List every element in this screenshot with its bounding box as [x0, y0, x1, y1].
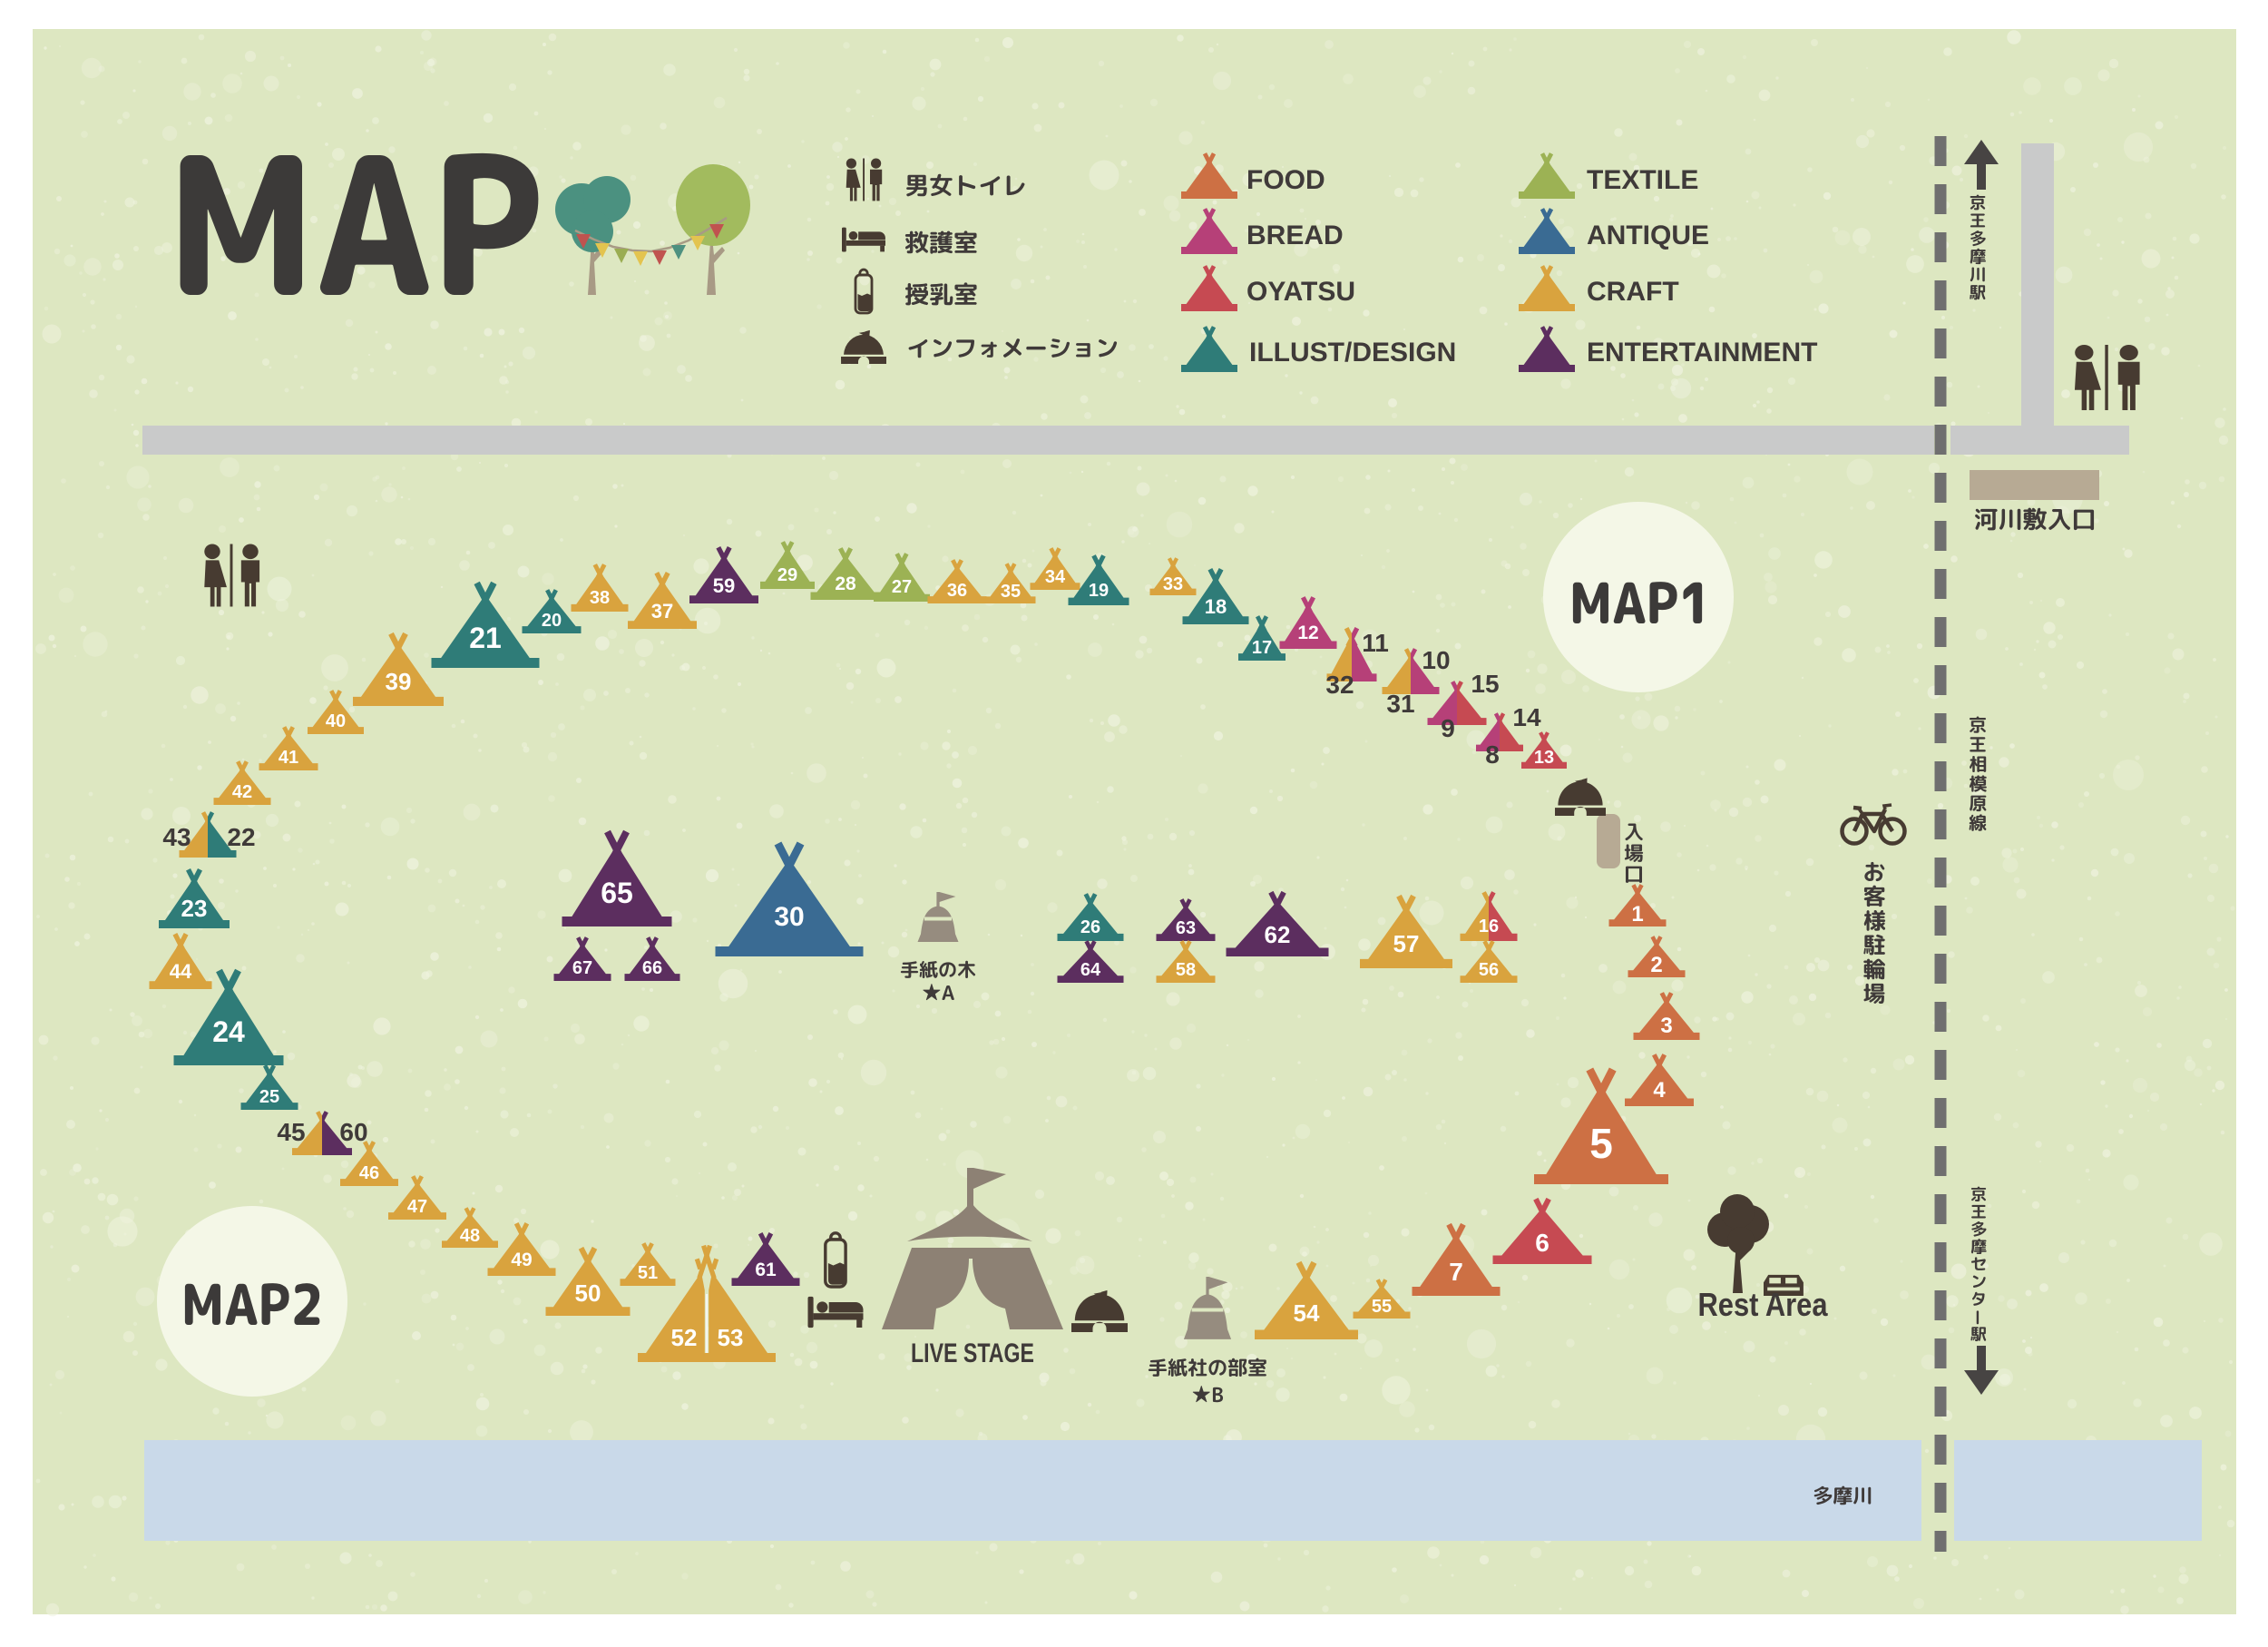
svg-text:2: 2 — [1650, 953, 1662, 977]
svg-text:63: 63 — [1176, 918, 1196, 938]
svg-text:56: 56 — [1479, 960, 1499, 980]
svg-text:45: 45 — [277, 1118, 305, 1146]
svg-text:37: 37 — [651, 600, 673, 623]
svg-text:52: 52 — [671, 1324, 698, 1351]
svg-text:31: 31 — [1386, 690, 1414, 718]
svg-text:61: 61 — [755, 1260, 777, 1280]
svg-text:23: 23 — [181, 895, 208, 922]
svg-text:54: 54 — [1294, 1299, 1320, 1327]
svg-text:OYATSU: OYATSU — [1246, 277, 1355, 307]
svg-text:7: 7 — [1449, 1258, 1463, 1286]
svg-text:CRAFT: CRAFT — [1587, 277, 1679, 307]
svg-text:29: 29 — [777, 565, 797, 585]
svg-text:14: 14 — [1512, 703, 1541, 731]
svg-text:5: 5 — [1589, 1120, 1613, 1167]
svg-text:ENTERTAINMENT: ENTERTAINMENT — [1587, 338, 1817, 368]
svg-text:20: 20 — [542, 611, 562, 631]
svg-text:8: 8 — [1485, 740, 1500, 769]
svg-text:16: 16 — [1479, 917, 1499, 936]
svg-text:18: 18 — [1205, 595, 1227, 618]
svg-text:64: 64 — [1080, 960, 1101, 980]
svg-text:11: 11 — [1362, 629, 1389, 657]
svg-text:67: 67 — [572, 958, 592, 978]
svg-text:4: 4 — [1653, 1078, 1666, 1103]
svg-text:15: 15 — [1471, 670, 1499, 698]
svg-text:66: 66 — [642, 958, 662, 978]
svg-text:25: 25 — [259, 1087, 279, 1107]
svg-text:60: 60 — [339, 1118, 367, 1146]
svg-text:47: 47 — [407, 1197, 427, 1217]
svg-text:FOOD: FOOD — [1246, 165, 1325, 195]
svg-text:33: 33 — [1163, 574, 1183, 594]
svg-text:36: 36 — [947, 581, 967, 601]
svg-text:BREAD: BREAD — [1246, 221, 1344, 250]
svg-text:26: 26 — [1080, 917, 1100, 937]
svg-text:6: 6 — [1535, 1229, 1549, 1257]
svg-text:65: 65 — [601, 877, 633, 909]
svg-text:ANTIQUE: ANTIQUE — [1587, 221, 1709, 250]
svg-text:19: 19 — [1089, 581, 1109, 601]
svg-text:51: 51 — [638, 1263, 658, 1283]
svg-text:27: 27 — [892, 577, 912, 597]
svg-text:22: 22 — [227, 823, 255, 851]
svg-text:24: 24 — [212, 1015, 245, 1048]
svg-text:9: 9 — [1441, 714, 1455, 742]
svg-text:40: 40 — [326, 711, 346, 731]
svg-text:34: 34 — [1045, 567, 1066, 587]
svg-text:39: 39 — [386, 668, 412, 695]
svg-text:42: 42 — [232, 782, 252, 802]
svg-text:38: 38 — [590, 588, 610, 608]
svg-text:53: 53 — [718, 1324, 744, 1351]
svg-text:1: 1 — [1631, 902, 1643, 926]
svg-text:62: 62 — [1265, 921, 1291, 948]
svg-text:13: 13 — [1534, 748, 1554, 768]
svg-text:46: 46 — [359, 1163, 379, 1183]
svg-text:21: 21 — [469, 622, 502, 654]
svg-text:Rest Area: Rest Area — [1698, 1286, 1829, 1323]
svg-text:10: 10 — [1422, 646, 1450, 674]
svg-text:17: 17 — [1252, 638, 1272, 658]
svg-text:35: 35 — [1001, 582, 1021, 602]
svg-text:28: 28 — [835, 574, 856, 594]
svg-text:58: 58 — [1176, 960, 1196, 980]
svg-text:44: 44 — [170, 960, 192, 983]
svg-text:12: 12 — [1297, 623, 1318, 643]
svg-text:43: 43 — [162, 823, 191, 851]
svg-text:3: 3 — [1660, 1014, 1672, 1038]
svg-text:55: 55 — [1372, 1297, 1392, 1317]
svg-text:59: 59 — [713, 574, 735, 597]
svg-text:30: 30 — [774, 902, 804, 932]
svg-text:ILLUST/DESIGN: ILLUST/DESIGN — [1249, 338, 1456, 368]
svg-text:41: 41 — [279, 748, 298, 768]
svg-text:57: 57 — [1393, 930, 1420, 957]
svg-text:50: 50 — [575, 1279, 601, 1307]
svg-text:32: 32 — [1325, 671, 1354, 699]
svg-text:49: 49 — [511, 1250, 532, 1270]
svg-text:LIVE STAGE: LIVE STAGE — [911, 1338, 1034, 1368]
svg-text:TEXTILE: TEXTILE — [1587, 165, 1698, 195]
svg-text:48: 48 — [460, 1226, 480, 1246]
